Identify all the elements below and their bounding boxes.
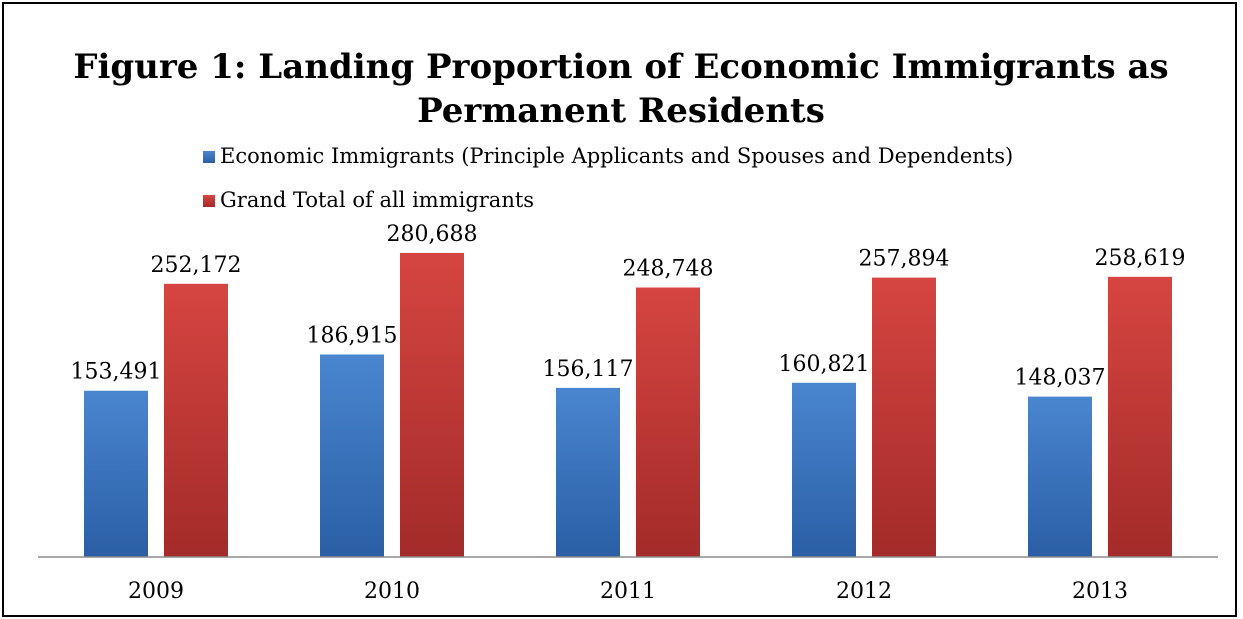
- bar-economic-2012: [792, 382, 856, 557]
- bar-grand-total-2012: [872, 277, 936, 557]
- legend: Economic Immigrants (Principle Applicant…: [203, 144, 1013, 212]
- bar-grand-total-2010: [400, 252, 464, 557]
- data-label-economic-2013: 148,037: [1015, 366, 1106, 391]
- bar-grand-total-2011: [636, 287, 700, 557]
- legend-label-grand-total: Grand Total of all immigrants: [220, 188, 534, 212]
- bar-grand-total-2013: [1108, 276, 1172, 557]
- data-label-economic-2010: 186,915: [307, 324, 398, 349]
- x-tick-label-2011: 2011: [600, 579, 656, 604]
- legend-label-economic-immigrants: Economic Immigrants (Principle Applicant…: [220, 144, 1013, 168]
- bar-economic-2009: [84, 390, 148, 557]
- plot-area: 153,491 252,172 186,915 280,688 156,117 248,7…: [71, 222, 1186, 557]
- x-tick-label-2012: 2012: [836, 579, 892, 604]
- data-label-grand-total-2011: 248,748: [623, 257, 714, 282]
- x-tick-label-2009: 2009: [128, 579, 184, 604]
- bar-economic-2011: [556, 387, 620, 557]
- legend-swatch-grand-total: [203, 195, 215, 207]
- data-label-grand-total-2013: 258,619: [1095, 246, 1186, 271]
- data-label-grand-total-2010: 280,688: [387, 222, 478, 247]
- data-label-economic-2012: 160,821: [779, 352, 870, 377]
- x-tick-label-2013: 2013: [1072, 579, 1128, 604]
- legend-swatch-economic-immigrants: [203, 151, 215, 163]
- x-tick-label-2010: 2010: [364, 579, 420, 604]
- data-label-economic-2011: 156,117: [543, 357, 634, 382]
- bar-economic-2013: [1028, 396, 1092, 557]
- data-label-economic-2009: 153,491: [71, 360, 162, 385]
- data-label-grand-total-2012: 257,894: [859, 247, 950, 272]
- bar-economic-2010: [320, 354, 384, 557]
- data-label-grand-total-2009: 252,172: [151, 253, 242, 278]
- chart-title-line-2: Permanent Residents: [417, 91, 825, 131]
- bar-grand-total-2009: [164, 283, 228, 557]
- chart-title-line-1: Figure 1: Landing Proportion of Economic…: [73, 47, 1168, 87]
- x-axis-ticks: 2009 2010 2011 2012 2013: [128, 579, 1128, 604]
